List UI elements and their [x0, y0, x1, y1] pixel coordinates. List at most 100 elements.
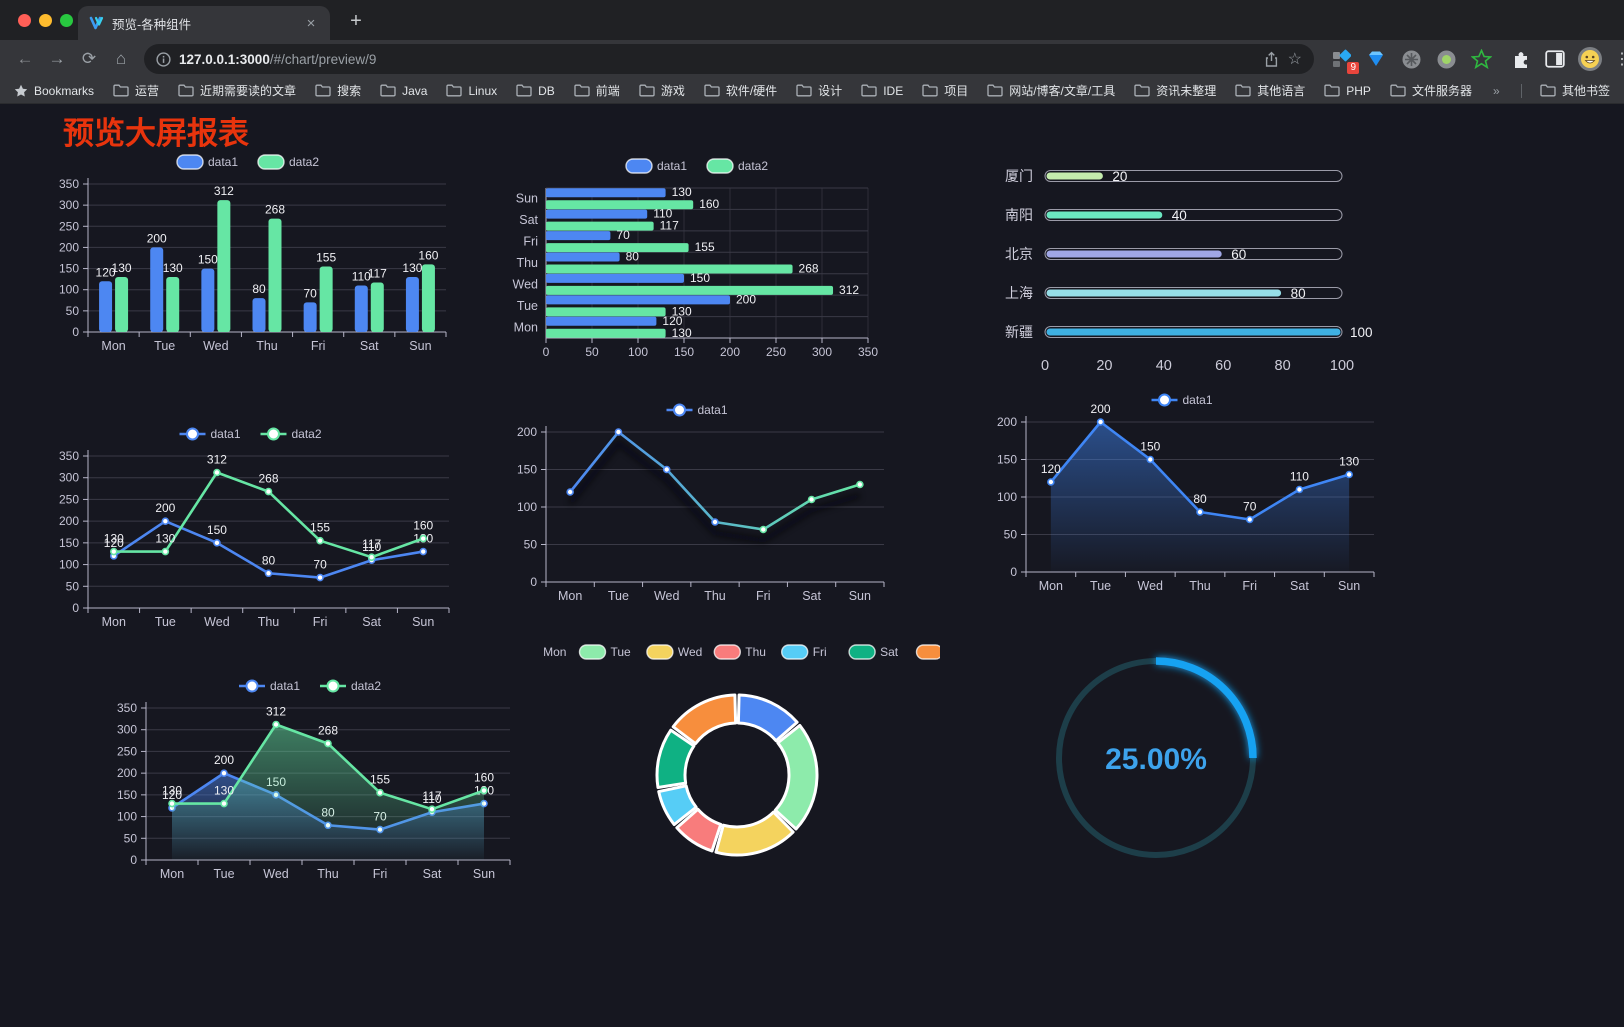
data-point[interactable]: [614, 428, 623, 436]
data-point[interactable]: [711, 518, 719, 526]
profile-avatar[interactable]: [1578, 47, 1602, 71]
data-point[interactable]: [566, 488, 574, 496]
data-point[interactable]: [272, 720, 280, 729]
legend-item[interactable]: Mon: [511, 644, 566, 660]
legend-item[interactable]: data1: [666, 403, 728, 417]
chart-capsule-progress[interactable]: 厦门 20 南阳 40 北京 60 上海 80 新疆 100 0 20 40 60 80 100: [985, 156, 1390, 388]
bar[interactable]: [303, 302, 317, 332]
bookmark-item[interactable]: 其他语言: [1235, 82, 1305, 99]
data-point[interactable]: [1295, 485, 1304, 494]
green-star-icon[interactable]: [1470, 48, 1492, 70]
bar[interactable]: [166, 277, 180, 332]
data-point[interactable]: [367, 553, 376, 561]
data-point[interactable]: [168, 799, 176, 808]
data-point[interactable]: [264, 487, 273, 496]
data-point[interactable]: [807, 495, 816, 504]
capsule-fill[interactable]: [1046, 250, 1222, 258]
donut-segment[interactable]: [675, 807, 723, 853]
legend-item[interactable]: data1: [176, 154, 238, 170]
data-point[interactable]: [324, 739, 332, 748]
bar[interactable]: [370, 282, 384, 332]
bar[interactable]: [319, 266, 333, 332]
bookmark-item[interactable]: 软件/硬件: [704, 82, 777, 99]
data-point[interactable]: [759, 525, 768, 534]
legend-item[interactable]: Fri: [780, 644, 827, 660]
bookmark-star-icon[interactable]: ☆: [1287, 51, 1302, 68]
bar[interactable]: [546, 285, 834, 295]
new-tab-button[interactable]: +: [350, 9, 362, 32]
bookmark-item[interactable]: 游戏: [639, 82, 685, 99]
legend-item[interactable]: data1: [625, 158, 687, 174]
bar[interactable]: [546, 307, 666, 317]
bookmark-item[interactable]: DB: [516, 84, 555, 98]
bookmark-item[interactable]: 前端: [574, 82, 620, 99]
legend-item[interactable]: data2: [706, 158, 768, 174]
gem-icon[interactable]: [1365, 48, 1387, 70]
chart-gradient-line[interactable]: data1 0 50 100 150 200 Mon Tue Wed Thu Fri Sat Sun: [498, 396, 900, 612]
chart-dual-area-line[interactable]: data1 data2 0 50 100 150 200 250 300 350 Mon Tue Wed…: [98, 672, 526, 890]
bookmark-item[interactable]: IDE: [861, 84, 903, 98]
data-point[interactable]: [220, 799, 228, 808]
bar[interactable]: [546, 188, 666, 198]
bar[interactable]: [546, 243, 689, 253]
chart-ring-progress[interactable]: 25.00%: [1030, 642, 1370, 882]
bar[interactable]: [546, 209, 648, 219]
bar[interactable]: [546, 264, 793, 274]
chart-grouped-bar[interactable]: data1 data2 0 50 100 150 200 250 300 350 Mon Tue Wed…: [40, 148, 460, 362]
data-point[interactable]: [213, 468, 221, 477]
legend-item[interactable]: data2: [320, 679, 381, 693]
data-point[interactable]: [109, 547, 118, 556]
chart-dual-line[interactable]: data1 data2 0 50 100 150 200 250 300 350 Mon Tue Wed…: [40, 420, 465, 638]
legend-item[interactable]: Sat: [848, 644, 899, 660]
data-point[interactable]: [161, 547, 170, 556]
bookmark-item[interactable]: 资讯未整理: [1134, 82, 1216, 99]
donut-segment[interactable]: [655, 728, 696, 789]
data-point[interactable]: [419, 534, 428, 543]
legend-item[interactable]: Sun: [915, 644, 969, 660]
bookmark-item[interactable]: 搜索: [315, 82, 361, 99]
share-icon[interactable]: [1263, 51, 1280, 68]
bar[interactable]: [546, 295, 730, 305]
bar[interactable]: [546, 252, 620, 262]
bar[interactable]: [421, 264, 435, 332]
record-icon[interactable]: [1435, 48, 1457, 70]
bookmarks-overflow-icon[interactable]: »: [1492, 83, 1500, 98]
bar[interactable]: [546, 200, 694, 210]
browser-menu-icon[interactable]: ⋮: [1614, 51, 1624, 68]
bar[interactable]: [252, 298, 266, 332]
legend-item[interactable]: Thu: [713, 644, 766, 660]
data-point[interactable]: [480, 786, 488, 795]
data-point[interactable]: [316, 573, 324, 582]
data-point[interactable]: [419, 547, 428, 556]
donut-segment[interactable]: [714, 810, 795, 857]
donut-segment[interactable]: [736, 693, 799, 743]
capsule-fill[interactable]: [1046, 211, 1163, 219]
data-point[interactable]: [1146, 455, 1155, 464]
capsule-fill[interactable]: [1046, 289, 1282, 297]
wheel-icon[interactable]: [1400, 48, 1422, 70]
address-bar[interactable]: 127.0.0.1:3000/#/chart/preview/9 ☆: [144, 44, 1314, 74]
capsule-fill[interactable]: [1046, 172, 1103, 180]
data-point[interactable]: [1245, 515, 1254, 524]
data-point[interactable]: [264, 569, 273, 578]
data-point[interactable]: [1196, 508, 1204, 516]
bar[interactable]: [546, 328, 666, 338]
data-point[interactable]: [161, 517, 170, 525]
side-panel-icon[interactable]: [1544, 48, 1566, 70]
capsule-fill[interactable]: [1046, 328, 1341, 336]
home-icon[interactable]: ⌂: [115, 49, 127, 68]
bookmark-item[interactable]: 运营: [113, 82, 159, 99]
vue-devtools-icon[interactable]: 9: [1330, 48, 1359, 74]
bookmark-item[interactable]: Bookmarks: [14, 84, 94, 98]
chart-donut[interactable]: Mon Tue Wed Thu Fri Sat Sun: [511, 638, 969, 876]
data-point[interactable]: [213, 539, 221, 547]
chart-area-line[interactable]: data1 0 50 100 150 200 Mon Tue Wed Thu Fri Sat Sun 12…: [978, 386, 1390, 602]
data-point[interactable]: [1047, 478, 1055, 486]
bookmark-item[interactable]: Linux: [446, 84, 497, 98]
bookmark-item[interactable]: 项目: [922, 82, 968, 99]
data-point[interactable]: [1096, 418, 1105, 426]
bar[interactable]: [150, 247, 164, 332]
bar[interactable]: [546, 273, 684, 283]
bar[interactable]: [115, 277, 129, 332]
data-point[interactable]: [316, 536, 324, 545]
